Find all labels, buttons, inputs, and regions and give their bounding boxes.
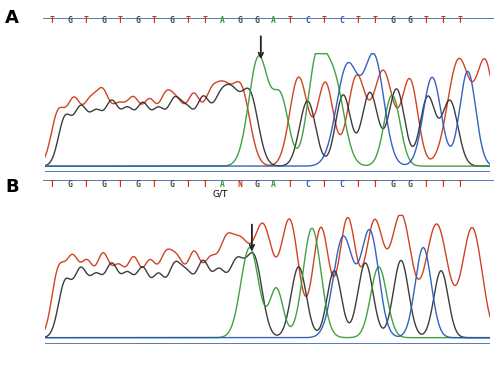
Text: T: T [152,180,157,189]
Text: T: T [288,16,293,25]
Text: T: T [322,16,327,25]
Text: T: T [186,180,191,189]
Text: C: C [305,16,310,25]
Text: T: T [203,180,208,189]
Text: G: G [169,16,174,25]
Text: C: C [339,16,344,25]
Text: T: T [288,180,293,189]
Text: G: G [67,16,72,25]
Text: G: G [101,180,106,189]
Text: G: G [390,180,395,189]
Text: T: T [458,180,463,189]
Text: G: G [254,16,259,25]
Text: G: G [254,180,259,189]
Text: A: A [5,9,19,27]
Text: T: T [424,180,429,189]
Text: A: A [271,180,276,189]
Text: T: T [356,16,361,25]
Text: T: T [458,16,463,25]
Text: G: G [135,180,140,189]
Text: T: T [50,16,55,25]
Text: C: C [339,180,344,189]
Text: G: G [169,180,174,189]
Text: T: T [118,16,123,25]
Text: B: B [5,178,18,196]
Text: T: T [373,16,378,25]
Text: G: G [101,16,106,25]
Text: G/T: G/T [212,189,228,198]
Text: A: A [220,16,225,25]
Text: A: A [220,180,225,189]
Text: A: A [271,16,276,25]
Text: C: C [305,180,310,189]
Text: G: G [237,16,242,25]
Text: G: G [67,180,72,189]
Text: G: G [407,180,412,189]
Text: T: T [203,16,208,25]
Text: G: G [135,16,140,25]
Text: T: T [84,180,89,189]
Text: T: T [186,16,191,25]
Text: T: T [152,16,157,25]
Text: T: T [356,180,361,189]
Text: T: T [50,180,55,189]
Text: T: T [441,16,446,25]
Text: T: T [373,180,378,189]
Text: T: T [84,16,89,25]
Text: T: T [322,180,327,189]
Text: T: T [424,16,429,25]
Text: G: G [390,16,395,25]
Text: T: T [441,180,446,189]
Text: T: T [118,180,123,189]
Text: N: N [237,180,242,189]
Text: G: G [407,16,412,25]
